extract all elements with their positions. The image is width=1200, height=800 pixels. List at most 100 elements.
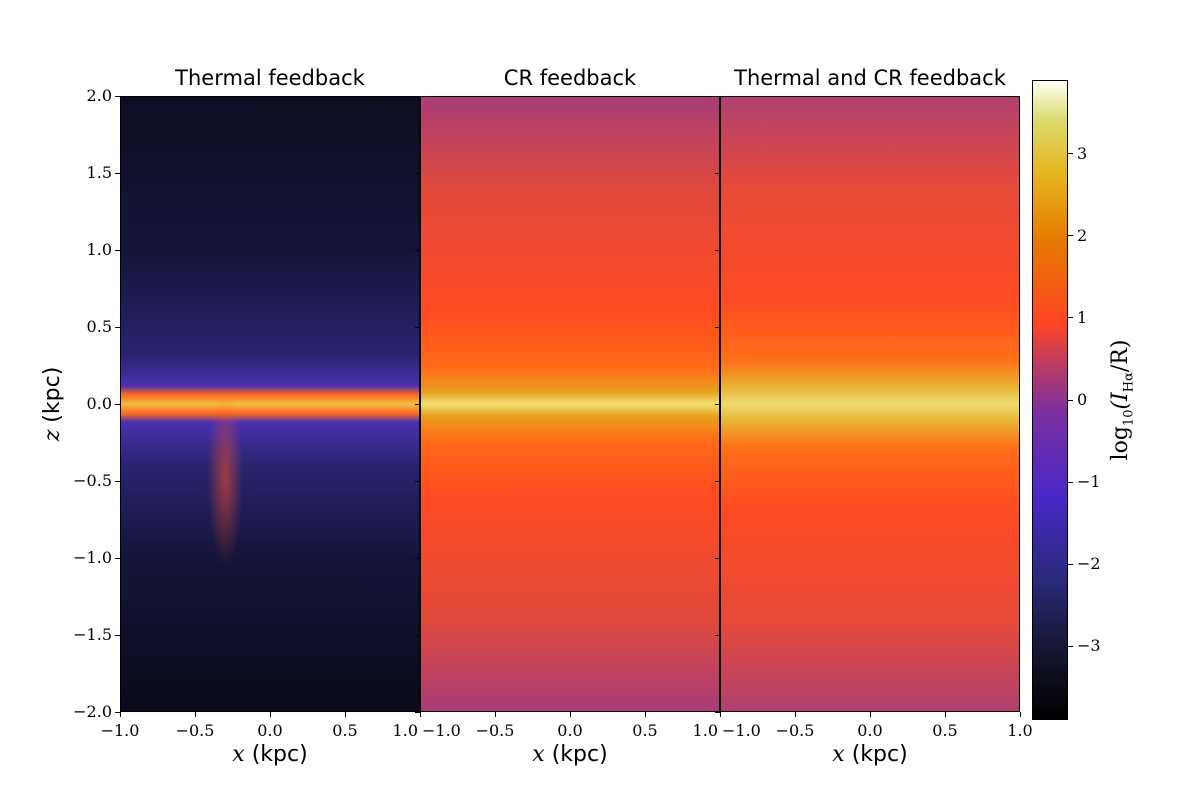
y-tick-label: −2.0 (73, 702, 112, 721)
x-tick-label: 0.5 (932, 721, 958, 740)
x-tick-label: 1.0 (692, 721, 718, 740)
x-tick-mark (719, 712, 721, 717)
x-axis-var: x (232, 742, 245, 767)
colorbar-tick-mark (1068, 317, 1073, 319)
y-tick-mark (115, 403, 120, 405)
y-tick-mark (715, 711, 720, 713)
y-tick-mark (115, 249, 120, 251)
y-tick-mark (415, 403, 420, 405)
y-tick-mark (115, 634, 120, 636)
x-tick-mark (419, 712, 421, 717)
heatmap-panel-cr (420, 96, 720, 712)
x-tick-label: 0.0 (257, 721, 283, 740)
x-tick-label: −1.0 (422, 721, 461, 740)
y-tick-label: −0.5 (73, 471, 112, 490)
y-tick-mark (715, 634, 720, 636)
x-tick-label: 0.5 (632, 721, 658, 740)
colorbar (1032, 80, 1068, 720)
colorbar-tick-label: 2 (1077, 225, 1088, 245)
x-tick-label: −0.5 (775, 721, 815, 740)
heatmap-panel-thermal (120, 96, 420, 712)
y-tick-label: 0.5 (86, 317, 112, 336)
x-axis-unit: (kpc) (251, 742, 308, 767)
cb-label-log: log (1108, 426, 1133, 461)
y-axis-var: z (40, 429, 65, 442)
colorbar-tick-label: −2 (1077, 554, 1101, 574)
y-tick-mark (715, 95, 720, 97)
y-tick-mark (415, 711, 420, 713)
x-axis-label: x (kpc) (720, 742, 1020, 767)
y-tick-mark (115, 711, 120, 713)
colorbar-tick-label: −3 (1077, 636, 1101, 656)
y-tick-label: −1.5 (73, 625, 112, 644)
y-tick-mark (115, 480, 120, 482)
y-tick-mark (415, 480, 420, 482)
cb-label-sub: 10 (1121, 409, 1137, 427)
cb-label-post: /R) (1108, 339, 1133, 373)
y-tick-label: 2.0 (86, 86, 112, 105)
y-tick-label: 1.0 (86, 240, 112, 259)
colorbar-tick-mark (1068, 153, 1073, 155)
cb-label-mid: (I (1108, 392, 1133, 410)
y-tick-mark (115, 95, 120, 97)
colorbar-tick-label: −1 (1077, 472, 1101, 492)
x-tick-label: −1.0 (100, 721, 140, 740)
colorbar-tick-mark (1068, 645, 1073, 647)
x-tick-mark (644, 712, 646, 717)
y-tick-mark (415, 634, 420, 636)
y-tick-label: −1.0 (73, 548, 112, 567)
x-axis-unit: (kpc) (551, 742, 608, 767)
y-tick-mark (415, 95, 420, 97)
y-tick-mark (415, 249, 420, 251)
colorbar-tick-label: 0 (1077, 390, 1088, 409)
y-tick-mark (115, 326, 120, 328)
x-tick-label: 0.5 (332, 721, 358, 740)
x-tick-mark (569, 712, 571, 717)
heatmap-panel-thermal-cr (720, 96, 1020, 712)
x-tick-mark (944, 712, 946, 717)
colorbar-label: log10(IHα/R) (1108, 300, 1136, 500)
colorbar-tick-label: 3 (1077, 143, 1088, 163)
x-axis-unit: (kpc) (851, 742, 908, 767)
y-tick-mark (715, 249, 720, 251)
y-tick-label: 1.5 (86, 163, 112, 182)
y-tick-mark (415, 326, 420, 328)
x-tick-label: 1.0 (392, 721, 418, 740)
y-tick-mark (415, 172, 420, 174)
x-tick-label: −0.5 (175, 721, 215, 740)
y-tick-mark (715, 480, 720, 482)
x-tick-mark (794, 712, 796, 717)
panel-title-thermal-cr: Thermal and CR feedback (734, 66, 1006, 90)
x-axis-var: x (832, 742, 845, 767)
colorbar-tick-mark (1068, 235, 1073, 237)
x-tick-mark (194, 712, 196, 717)
x-tick-label: 0.0 (557, 721, 583, 740)
x-tick-label: 1.0 (1007, 721, 1033, 740)
y-tick-mark (715, 557, 720, 559)
x-tick-mark (494, 712, 496, 717)
y-axis-label: z (kpc) (40, 334, 65, 474)
y-axis-unit: (kpc) (40, 366, 65, 423)
x-tick-label: −0.5 (475, 721, 515, 740)
y-tick-mark (715, 172, 720, 174)
y-tick-mark (115, 172, 120, 174)
colorbar-tick-mark (1068, 563, 1073, 565)
cb-label-sub2: Hα (1121, 372, 1137, 393)
colorbar-tick-mark (1068, 481, 1073, 483)
y-tick-mark (115, 557, 120, 559)
panel-title-thermal: Thermal feedback (175, 66, 365, 90)
y-tick-mark (715, 403, 720, 405)
x-tick-mark (1019, 712, 1021, 717)
y-tick-mark (715, 326, 720, 328)
y-tick-mark (415, 557, 420, 559)
x-axis-label: x (kpc) (420, 742, 720, 767)
x-tick-mark (344, 712, 346, 717)
x-tick-label: 0.0 (857, 721, 883, 740)
colorbar-tick-mark (1068, 399, 1073, 401)
x-axis-var: x (532, 742, 545, 767)
x-tick-label: −1.0 (722, 721, 761, 740)
colorbar-tick-label: 1 (1077, 307, 1088, 327)
panel-title-cr: CR feedback (503, 66, 637, 90)
x-tick-mark (119, 712, 121, 717)
